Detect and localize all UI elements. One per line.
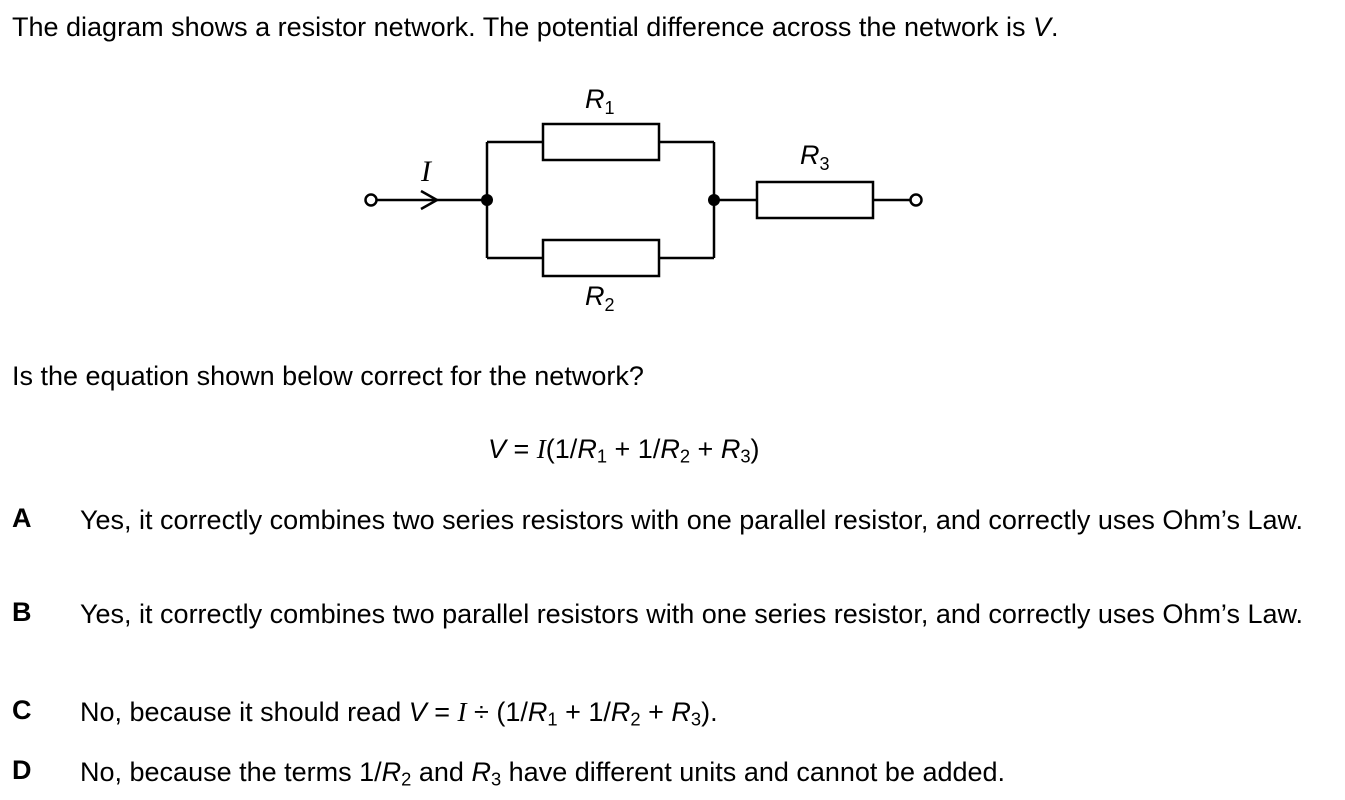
intro-text-main: The diagram shows a resistor network. Th… <box>12 12 1033 42</box>
intro-text-end: . <box>1051 12 1059 42</box>
option-b-letter[interactable]: B <box>12 597 32 627</box>
resistor-r2 <box>541 238 661 278</box>
label-r1: R1 <box>585 84 615 118</box>
left-junction-dot <box>481 194 493 206</box>
current-arrow-icon <box>420 189 440 211</box>
option-d-letter[interactable]: D <box>12 755 32 785</box>
question-text: Is the equation shown below correct for … <box>12 361 644 391</box>
label-r2: R2 <box>585 281 615 315</box>
option-d-text[interactable]: No, because the terms 1/R2 and R3 have d… <box>80 757 1006 790</box>
intro-var-v: V <box>1033 12 1052 42</box>
option-b-text[interactable]: Yes, it correctly combines two parallel … <box>80 599 1303 629</box>
output-terminal <box>909 193 923 207</box>
resistor-r3 <box>755 180 875 220</box>
current-label: I <box>420 155 433 188</box>
option-a-letter[interactable]: A <box>12 503 32 533</box>
equation: V = I(1/R1 + 1/R2 + R3) <box>488 434 760 467</box>
circuit-wires <box>364 122 923 278</box>
option-c-letter[interactable]: C <box>12 695 32 725</box>
right-junction-dot <box>708 194 720 206</box>
option-c-text[interactable]: No, because it should read V = I ÷ (1/R1… <box>80 697 718 730</box>
input-terminal <box>364 193 378 207</box>
resistor-r1 <box>541 122 661 162</box>
option-a-text[interactable]: Yes, it correctly combines two series re… <box>80 505 1303 535</box>
label-r3: R3 <box>800 140 830 174</box>
intro-text: The diagram shows a resistor network. Th… <box>12 12 1059 43</box>
